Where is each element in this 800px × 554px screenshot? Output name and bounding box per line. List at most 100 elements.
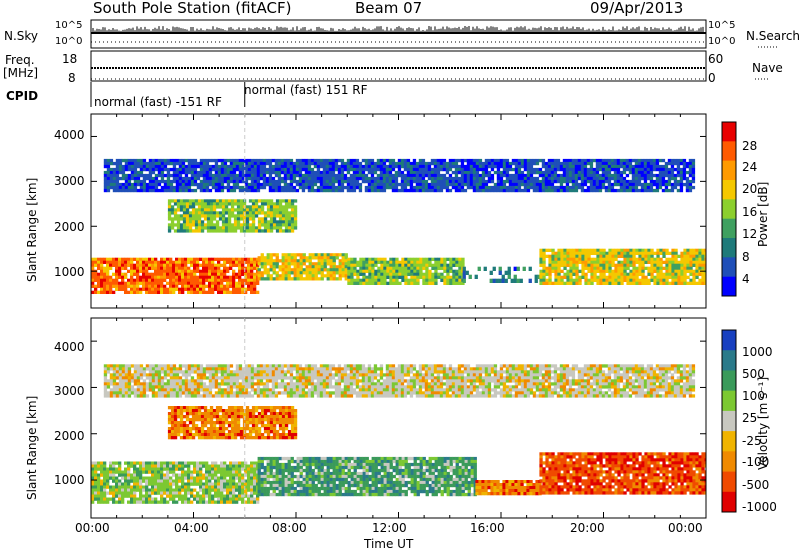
heatmap-cell xyxy=(340,179,345,184)
heatmap-cell xyxy=(182,217,187,221)
heatmap-cell xyxy=(244,275,248,279)
heatmap-cell xyxy=(466,179,471,184)
heatmap-cell xyxy=(510,278,514,283)
heatmap-cell xyxy=(490,161,495,166)
heatmap-cell xyxy=(130,491,134,495)
heatmap-cell xyxy=(604,173,609,178)
heatmap-cell xyxy=(380,281,384,285)
heatmap-cell xyxy=(212,199,217,203)
heatmap-cell xyxy=(172,272,176,276)
heatmap-cell xyxy=(251,217,256,221)
heatmap-cell xyxy=(398,281,402,285)
heatmap-cell xyxy=(262,176,267,181)
heatmap-cell xyxy=(241,500,245,504)
heatmap-cell xyxy=(199,281,203,285)
heatmap-cell xyxy=(640,167,645,172)
heatmap-cell xyxy=(326,274,330,278)
heatmap-cell xyxy=(280,176,285,181)
heatmap-cell xyxy=(265,182,270,187)
heatmap-cell xyxy=(359,260,363,264)
heatmap-cell xyxy=(404,278,408,282)
heatmap-cell xyxy=(145,290,149,294)
heatmap-cell xyxy=(406,164,411,169)
heatmap-cell xyxy=(535,158,540,163)
heatmap-cell xyxy=(193,290,197,294)
heatmap-cell xyxy=(439,185,444,190)
heatmap-cell xyxy=(511,161,516,166)
heatmap-cell xyxy=(148,158,153,163)
heatmap-cell xyxy=(182,199,187,203)
heatmap-cell xyxy=(472,176,477,181)
heatmap-cell xyxy=(319,176,324,181)
heatmap-cell xyxy=(127,476,131,480)
heatmap-cell xyxy=(484,170,489,175)
heatmap-cell xyxy=(202,161,207,166)
heatmap-cell xyxy=(220,287,224,291)
heatmap-cell xyxy=(217,500,221,504)
heatmap-cell xyxy=(413,272,417,276)
heatmap-cell xyxy=(112,467,116,471)
heatmap-cell xyxy=(410,257,414,261)
heatmap-cell xyxy=(391,188,396,193)
heatmap-cell xyxy=(655,164,660,169)
heatmap-cell xyxy=(226,176,231,181)
heatmap-cell xyxy=(254,214,259,218)
heatmap-cell xyxy=(568,179,573,184)
heatmap-cell xyxy=(148,179,153,184)
heatmap-cell xyxy=(344,253,348,257)
heatmap-cell xyxy=(602,278,606,282)
heatmap-cell xyxy=(397,161,402,166)
heatmap-cell xyxy=(590,260,594,264)
heatmap-cell xyxy=(692,278,696,282)
heatmap-cell xyxy=(299,256,303,260)
heatmap-cell xyxy=(157,260,161,264)
heatmap-cell xyxy=(244,470,248,474)
heatmap-cell xyxy=(634,173,639,178)
heatmap-cell xyxy=(205,263,209,267)
heatmap-cell xyxy=(614,266,618,270)
heatmap-cell xyxy=(286,170,291,175)
heatmap-cell xyxy=(232,470,236,474)
heatmap-cell xyxy=(166,185,171,190)
heatmap-cell xyxy=(643,170,648,175)
heatmap-cell xyxy=(484,188,489,193)
heatmap-cell xyxy=(275,274,279,278)
heatmap-cell xyxy=(94,482,98,486)
heatmap-cell xyxy=(148,278,152,282)
heatmap-cell xyxy=(320,268,324,272)
heatmap-cell xyxy=(665,257,669,261)
heatmap-cell xyxy=(136,161,141,166)
heatmap-cell xyxy=(223,167,228,172)
heatmap-cell xyxy=(193,188,198,193)
heatmap-cell xyxy=(428,275,432,279)
heatmap-cell xyxy=(103,491,107,495)
heatmap-cell xyxy=(250,470,254,474)
heatmap-cell xyxy=(513,266,517,271)
heatmap-cell xyxy=(145,182,150,187)
heatmap-cell xyxy=(223,176,228,181)
heatmap-cell xyxy=(263,214,268,218)
heatmap-cell xyxy=(214,491,218,495)
heatmap-cell xyxy=(632,266,636,270)
heatmap-cell xyxy=(157,167,162,172)
heatmap-cell xyxy=(182,211,187,215)
heatmap-cell xyxy=(268,164,273,169)
heatmap-cell xyxy=(203,205,208,209)
heatmap-cell xyxy=(593,263,597,267)
heatmap-cell xyxy=(449,257,453,261)
heatmap-cell xyxy=(278,274,282,278)
heatmap-cell xyxy=(400,158,405,163)
heatmap-cell xyxy=(130,263,134,267)
heatmap-cell xyxy=(613,173,618,178)
heatmap-cell xyxy=(353,272,357,276)
heatmap-cell xyxy=(418,188,423,193)
heatmap-cell xyxy=(160,482,164,486)
heatmap-cell xyxy=(596,257,600,261)
heatmap-cell xyxy=(451,185,456,190)
heatmap-cell xyxy=(169,470,173,474)
heatmap-cell xyxy=(341,268,345,272)
heatmap-cell xyxy=(206,223,211,227)
velocity-y-tick: 2000 xyxy=(54,429,85,443)
heatmap-cell xyxy=(286,182,291,187)
heatmap-cell xyxy=(301,164,306,169)
